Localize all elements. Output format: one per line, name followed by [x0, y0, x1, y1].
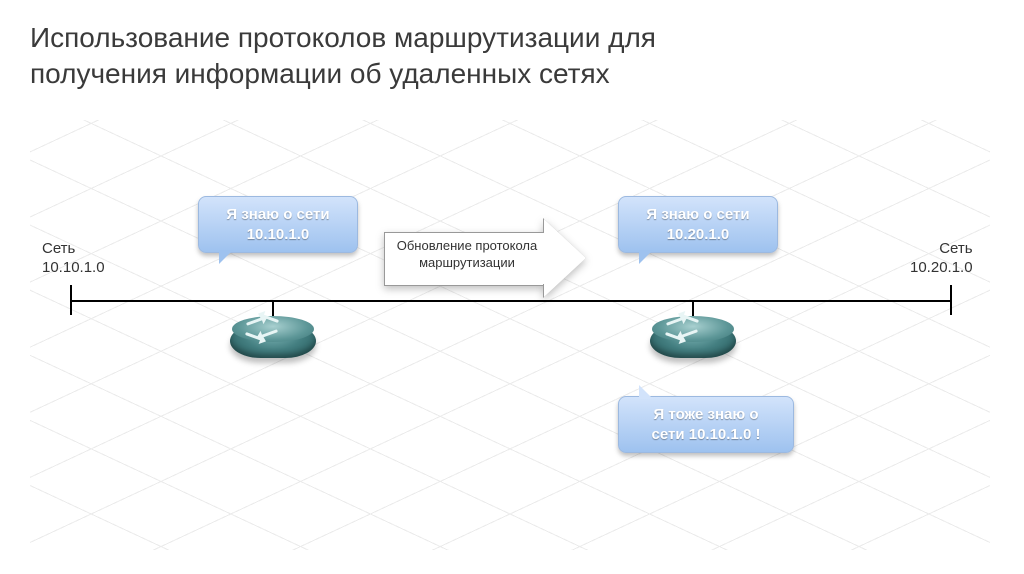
speech-bubble-right-top: Я знаю о сети 10.20.1.0 [618, 196, 778, 253]
net-label-right: Сеть 10.20.1.0 [910, 240, 973, 278]
update-arrow: Обновление протокола маршрутизации [384, 220, 586, 298]
speech-bubble-left: Я знаю о сети 10.10.1.0 [198, 196, 358, 253]
bubble-left-line2: 10.10.1.0 [213, 225, 343, 245]
bus-right-terminator [950, 285, 952, 315]
router-arrows-icon [242, 318, 304, 340]
net-label-left-line2: 10.10.1.0 [42, 259, 105, 278]
bus-left-terminator [70, 285, 72, 315]
bubble-rb-line2: сети 10.10.1.0 ! [633, 425, 779, 445]
page-title: Использование протоколов маршрутизации д… [30, 20, 790, 93]
router-right [650, 316, 736, 364]
arrow-label-line2: маршрутизации [390, 255, 544, 272]
router-arrows-icon [662, 318, 724, 340]
arrow-head-icon [544, 219, 586, 297]
arrow-label: Обновление протокола маршрутизации [390, 238, 544, 272]
bus-line [70, 300, 950, 302]
arrow-label-line1: Обновление протокола [390, 238, 544, 255]
isometric-grid [30, 120, 990, 550]
arrow-notch-bottom [543, 284, 544, 297]
bubble-left-line1: Я знаю о сети [213, 205, 343, 225]
net-label-right-line1: Сеть [910, 240, 973, 259]
net-label-left-line1: Сеть [42, 240, 105, 259]
speech-bubble-right-bottom: Я тоже знаю о сети 10.10.1.0 ! [618, 396, 794, 453]
net-label-right-line2: 10.20.1.0 [910, 259, 973, 278]
arrow-notch-top [543, 219, 544, 232]
network-diagram: Сеть 10.10.1.0 Сеть 10.20.1.0 Я знаю о с… [30, 120, 990, 550]
bubble-rb-line1: Я тоже знаю о [633, 405, 779, 425]
bubble-tail-icon [639, 250, 653, 264]
bubble-tail-icon [219, 250, 233, 264]
bubble-rt-line1: Я знаю о сети [633, 205, 763, 225]
net-label-left: Сеть 10.10.1.0 [42, 240, 105, 278]
bubble-tail-icon [639, 385, 653, 399]
router-left [230, 316, 316, 364]
bubble-rt-line2: 10.20.1.0 [633, 225, 763, 245]
